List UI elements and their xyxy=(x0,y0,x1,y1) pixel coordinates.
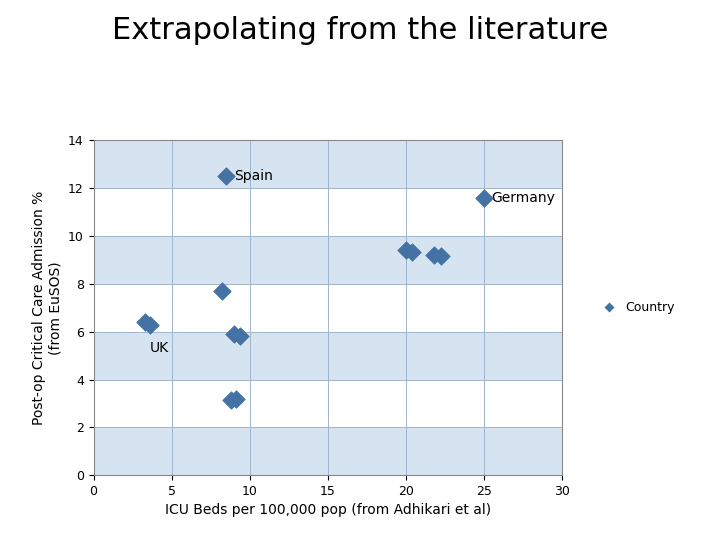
Point xyxy=(140,318,151,327)
Point xyxy=(406,247,418,256)
Point xyxy=(230,394,241,403)
Bar xyxy=(94,188,562,236)
Point xyxy=(220,172,232,180)
Point xyxy=(144,320,156,329)
Point xyxy=(228,330,240,339)
Point xyxy=(400,246,411,255)
Text: Extrapolating from the literature: Extrapolating from the literature xyxy=(112,16,608,45)
Y-axis label: Post-op Critical Care Admission %
(from EuSOS): Post-op Critical Care Admission % (from … xyxy=(32,191,63,425)
Point xyxy=(235,332,246,341)
Bar xyxy=(94,332,562,380)
Text: UK: UK xyxy=(150,341,169,355)
Point xyxy=(478,193,490,202)
Bar xyxy=(94,380,562,427)
Bar xyxy=(94,140,562,188)
Text: Spain: Spain xyxy=(234,169,273,183)
Legend: Country: Country xyxy=(591,296,680,319)
Point xyxy=(428,251,439,260)
Point xyxy=(436,252,447,261)
Bar xyxy=(94,427,562,475)
X-axis label: ICU Beds per 100,000 pop (from Adhikari et al): ICU Beds per 100,000 pop (from Adhikari … xyxy=(165,503,490,517)
Text: Germany: Germany xyxy=(492,191,555,205)
Bar xyxy=(94,284,562,332)
Bar xyxy=(94,236,562,284)
Point xyxy=(216,287,228,295)
Point xyxy=(225,395,237,404)
